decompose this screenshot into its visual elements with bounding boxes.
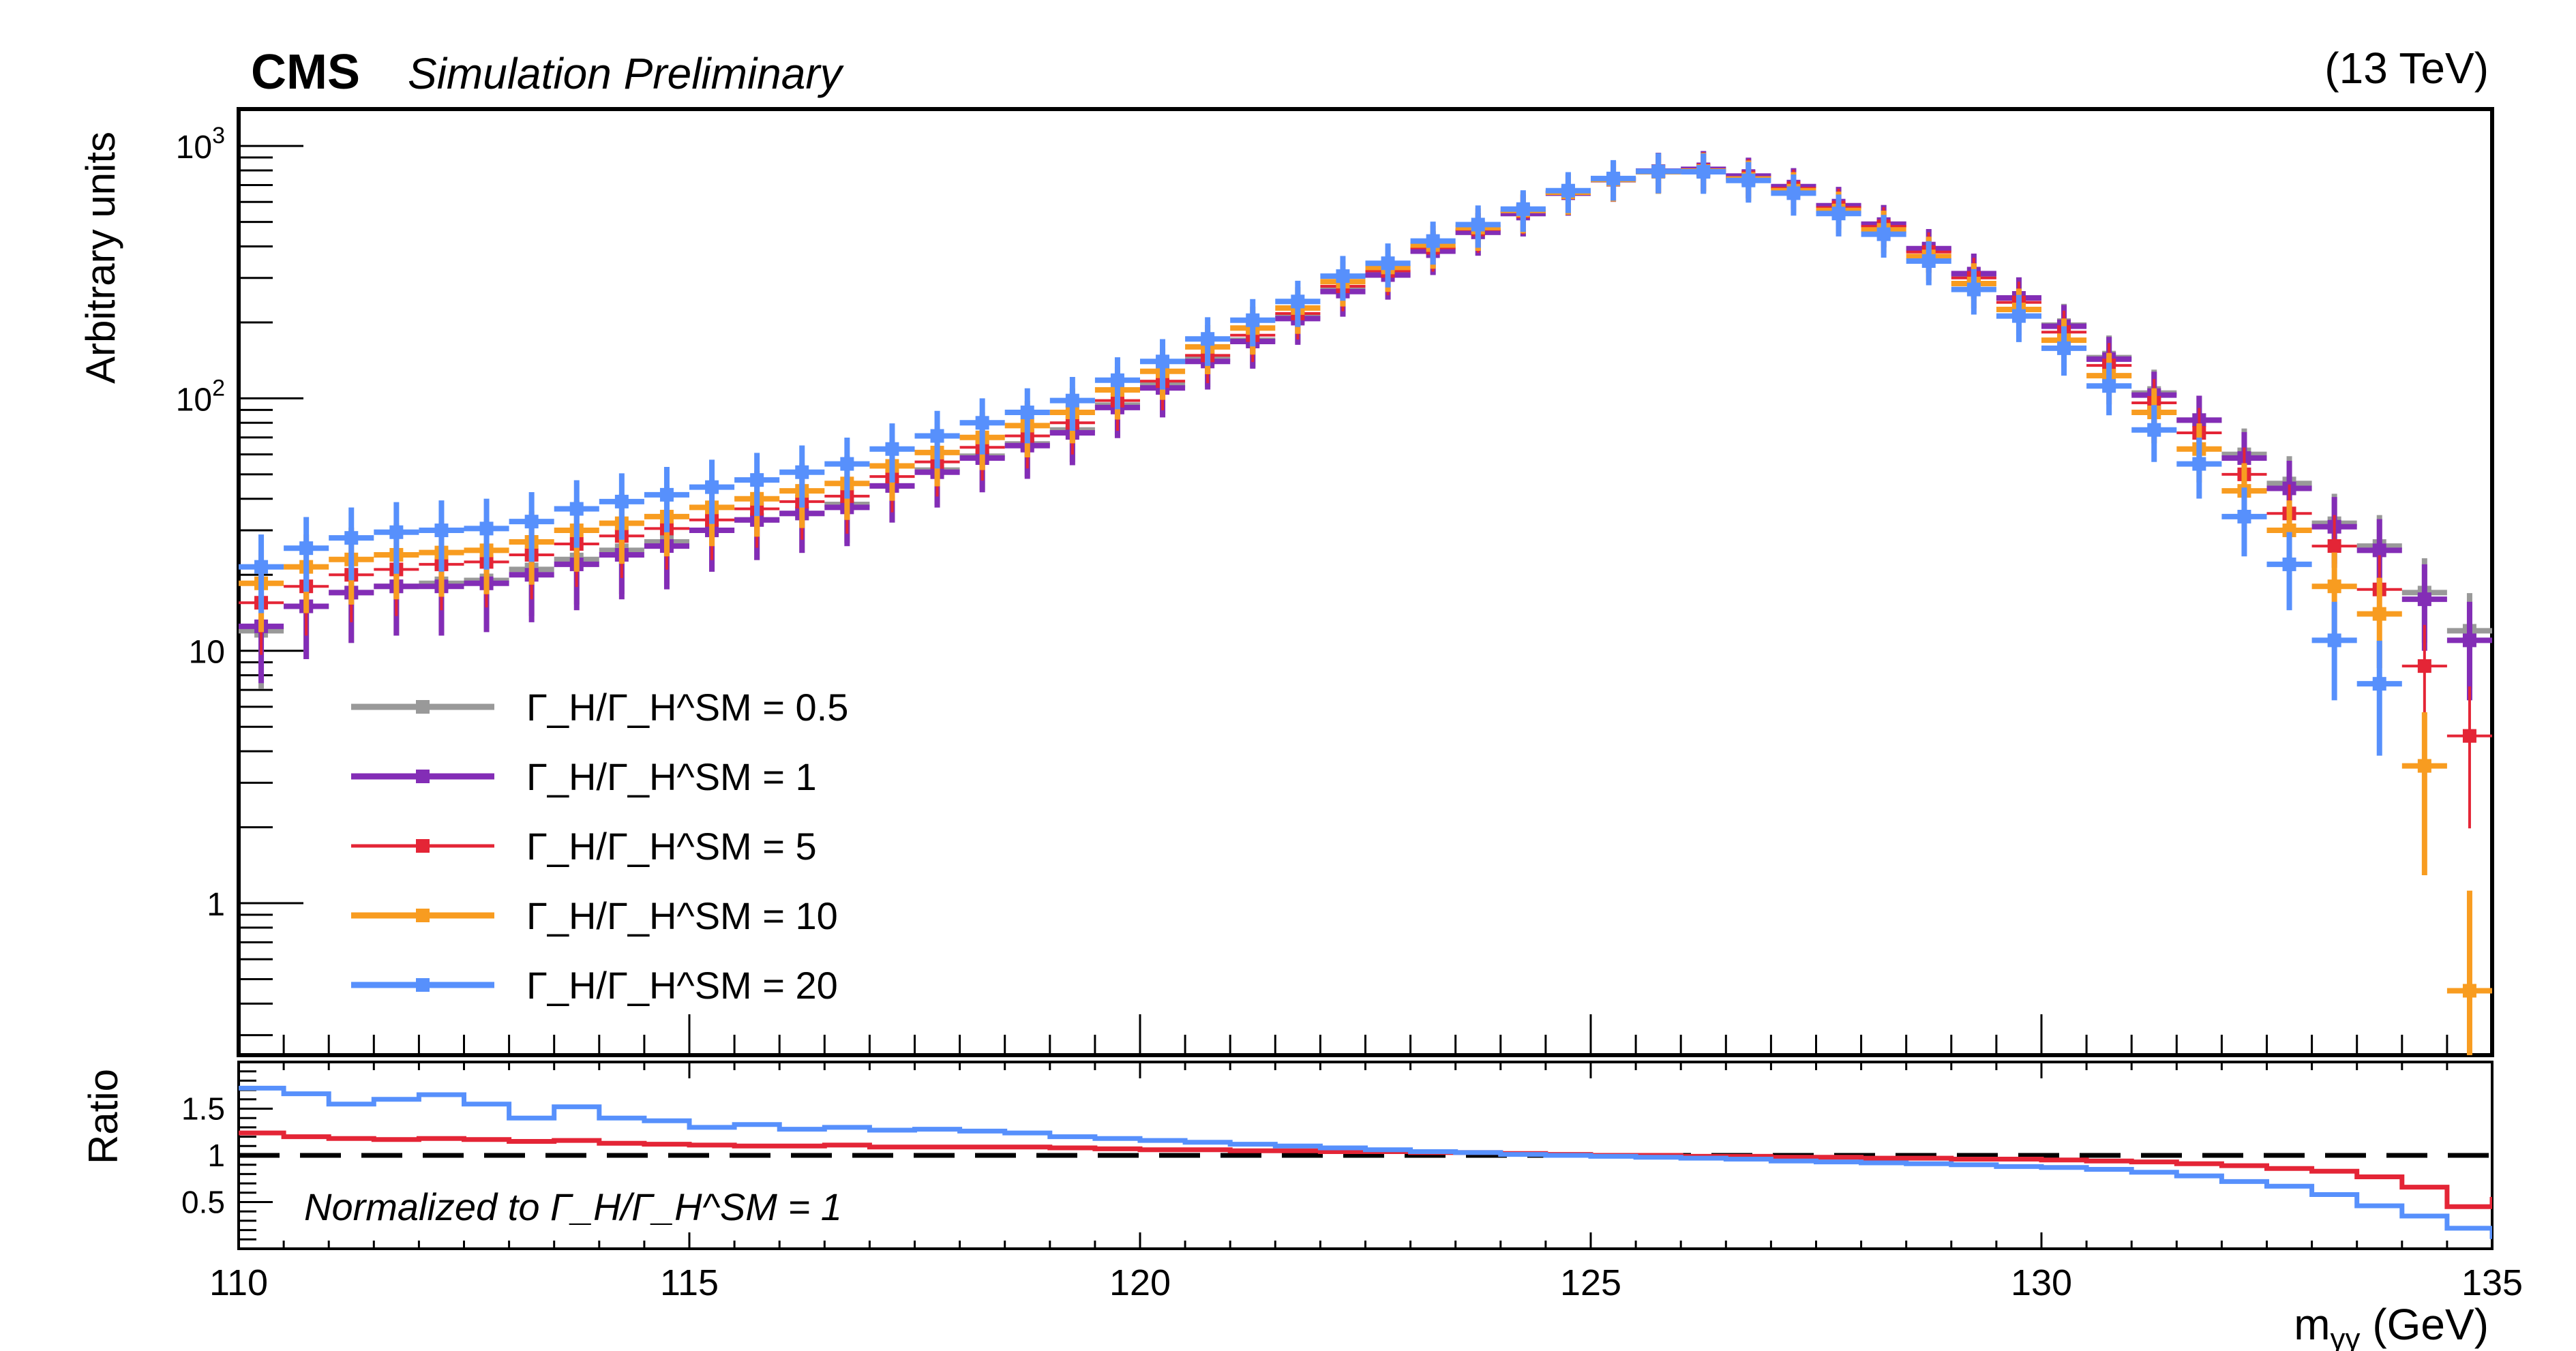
data-point-marker <box>840 457 854 471</box>
data-point-marker <box>2327 539 2341 553</box>
ratio-line-1 <box>239 1085 2492 1239</box>
data-point-marker <box>1201 332 1215 346</box>
y-tick-label: 1 <box>207 887 225 923</box>
ratio-annotation: Normalized to Γ_H/Γ_H^SM = 1 <box>304 1185 842 1228</box>
y-tick-label: 10 <box>189 635 225 671</box>
data-point-marker <box>524 515 539 529</box>
data-point-marker <box>1876 227 1891 241</box>
legend-marker-0 <box>416 700 430 714</box>
data-point-marker <box>1966 282 1981 297</box>
y-axis-label: Arbitrary units <box>78 132 123 384</box>
data-point-marker <box>2327 579 2341 594</box>
data-point-marker <box>2327 633 2341 648</box>
legend-marker-1 <box>416 770 430 783</box>
data-point-marker <box>975 416 989 430</box>
data-point-marker <box>1561 183 1575 198</box>
x-tick-label: 135 <box>2461 1262 2523 1303</box>
experiment-label: CMS <box>251 45 360 100</box>
data-point-marker <box>750 473 764 487</box>
x-tick-label: 115 <box>660 1262 719 1303</box>
data-point-marker <box>299 541 314 556</box>
data-point-marker <box>1606 171 1621 185</box>
data-point-marker <box>569 502 584 516</box>
data-point-marker <box>2417 659 2431 673</box>
x-tick-label: 120 <box>1109 1262 1171 1303</box>
data-point-marker <box>479 521 494 536</box>
data-point-marker <box>2462 729 2476 743</box>
data-point-marker <box>2372 543 2386 558</box>
data-point-marker <box>1831 207 1846 221</box>
data-points <box>239 151 2492 1055</box>
y-tick-label: 103 <box>176 123 225 166</box>
data-point-marker <box>2372 677 2386 691</box>
data-point-marker <box>1921 254 1936 268</box>
data-point-marker <box>434 523 449 538</box>
y-tick-label: 0.5 <box>181 1185 225 1220</box>
x-tick-label: 110 <box>209 1262 268 1303</box>
data-point-marker <box>1110 373 1124 387</box>
main-panel: 1 10 102 103 <box>176 107 2494 1057</box>
legend: Γ_H/Γ_H^SM = 0.5 Γ_H/Γ_H^SM = 1 Γ_H/Γ_H^SM… <box>351 686 848 1007</box>
data-point-marker <box>1426 234 1440 248</box>
data-point-marker <box>2057 341 2071 355</box>
ratio-axis-label: Ratio <box>80 1069 126 1164</box>
data-point-marker <box>254 560 269 574</box>
data-point-marker <box>1381 256 1395 271</box>
x-tick-label: 125 <box>1560 1262 1621 1303</box>
data-point-marker <box>1020 405 1034 419</box>
energy-label: (13 TeV) <box>2324 44 2489 93</box>
legend-marker-4 <box>416 978 430 992</box>
data-point-marker <box>795 465 809 479</box>
legend-marker-3 <box>416 909 430 922</box>
x-tick-label: 130 <box>2011 1262 2072 1303</box>
legend-marker-2 <box>416 839 430 853</box>
ratio-series <box>239 1085 2492 1239</box>
data-point-marker <box>2011 309 2026 323</box>
data-point-marker <box>2417 759 2431 773</box>
data-point-marker <box>1156 354 1170 369</box>
data-point-marker <box>1516 202 1530 216</box>
data-point-marker <box>2192 457 2206 471</box>
data-point-marker <box>344 531 359 545</box>
data-point-marker <box>2282 557 2296 571</box>
data-point-marker <box>1741 173 1756 187</box>
data-point-marker <box>659 487 674 502</box>
legend-label-2: Γ_H/Γ_H^SM = 5 <box>526 825 817 868</box>
legend-label-3: Γ_H/Γ_H^SM = 10 <box>526 894 838 937</box>
status-label: Simulation Preliminary <box>408 49 845 98</box>
x-axis-label: mγγ (GeV) <box>2294 1300 2489 1351</box>
data-point-marker <box>2462 633 2476 648</box>
data-point-marker <box>2417 592 2431 607</box>
y-tick-label: 102 <box>176 375 225 418</box>
data-point-marker <box>930 429 944 443</box>
data-point-marker <box>2147 423 2161 437</box>
data-point-marker <box>1336 269 1350 284</box>
legend-label-4: Γ_H/Γ_H^SM = 20 <box>526 964 838 1007</box>
series-4 <box>239 153 2402 756</box>
data-point-marker <box>1786 186 1801 200</box>
legend-label-1: Γ_H/Γ_H^SM = 1 <box>526 755 817 798</box>
data-point-marker <box>2237 509 2251 523</box>
data-point-marker <box>1291 294 1305 309</box>
data-point-marker <box>885 442 899 456</box>
legend-label-0: Γ_H/Γ_H^SM = 0.5 <box>526 686 848 729</box>
data-point-marker <box>1471 217 1485 232</box>
data-point-marker <box>2372 607 2386 621</box>
data-point-marker <box>1696 165 1711 179</box>
data-point-marker <box>2282 523 2296 538</box>
data-point-marker <box>1065 393 1079 408</box>
ratio-panel: 110 115 120 125 130 135 0.5 1 1.5 Normalized to Γ… <box>181 1061 2523 1303</box>
data-point-marker <box>389 525 404 539</box>
y-tick-label: 1 <box>207 1138 225 1173</box>
data-point-marker <box>705 480 719 494</box>
data-point-marker <box>1651 164 1666 179</box>
data-point-marker <box>2102 379 2116 393</box>
data-point-marker <box>2462 984 2476 998</box>
data-point-marker <box>1246 313 1260 327</box>
y-tick-label: 1.5 <box>181 1091 225 1127</box>
data-point-marker <box>614 494 629 508</box>
